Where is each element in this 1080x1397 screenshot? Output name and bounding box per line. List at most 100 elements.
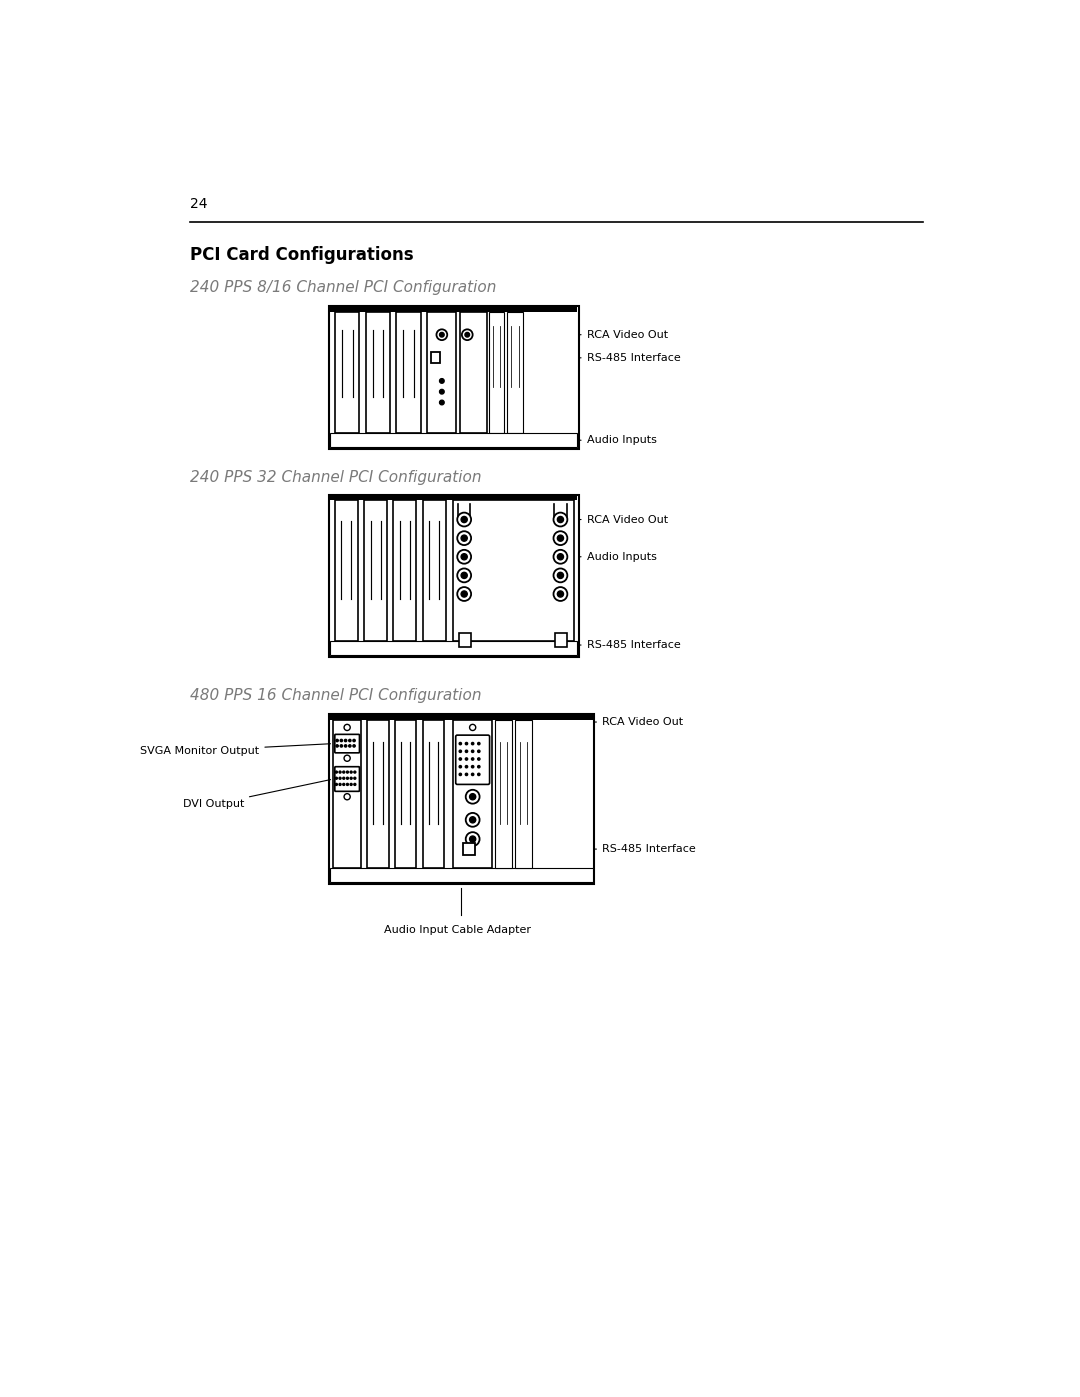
Circle shape xyxy=(339,777,341,780)
Text: 480 PPS 16 Channel PCI Configuration: 480 PPS 16 Channel PCI Configuration xyxy=(190,689,482,704)
Circle shape xyxy=(461,573,468,578)
Circle shape xyxy=(345,739,347,742)
Circle shape xyxy=(470,817,475,823)
Bar xyxy=(508,312,523,433)
Text: 240 PPS 32 Channel PCI Configuration: 240 PPS 32 Channel PCI Configuration xyxy=(190,469,482,485)
Text: PCI Card Configurations: PCI Card Configurations xyxy=(190,246,414,264)
Circle shape xyxy=(345,756,350,761)
Circle shape xyxy=(336,745,338,747)
Circle shape xyxy=(342,777,345,780)
Circle shape xyxy=(345,745,347,747)
Text: RS-485 Interface: RS-485 Interface xyxy=(579,353,680,363)
Circle shape xyxy=(339,771,341,773)
Bar xyxy=(330,306,578,312)
Circle shape xyxy=(459,766,461,768)
Bar xyxy=(459,633,471,647)
Bar xyxy=(422,719,444,869)
Bar xyxy=(422,500,446,641)
Circle shape xyxy=(472,757,474,760)
Bar xyxy=(367,641,384,651)
Circle shape xyxy=(336,739,338,742)
Text: 240 PPS 8/16 Channel PCI Configuration: 240 PPS 8/16 Channel PCI Configuration xyxy=(190,281,497,295)
Circle shape xyxy=(342,771,345,773)
Circle shape xyxy=(457,531,471,545)
Bar xyxy=(555,633,567,647)
Circle shape xyxy=(472,774,474,775)
Circle shape xyxy=(470,835,475,842)
Circle shape xyxy=(477,766,480,768)
Text: Audio Inputs: Audio Inputs xyxy=(579,552,657,562)
Circle shape xyxy=(477,774,480,775)
Bar xyxy=(462,842,475,855)
Circle shape xyxy=(354,777,355,780)
Circle shape xyxy=(465,813,480,827)
Circle shape xyxy=(349,745,351,747)
Circle shape xyxy=(461,535,468,541)
Circle shape xyxy=(349,739,351,742)
Circle shape xyxy=(461,517,468,522)
Circle shape xyxy=(557,573,564,578)
Circle shape xyxy=(354,771,355,773)
Bar xyxy=(454,719,491,869)
Circle shape xyxy=(470,725,475,731)
Text: RCA Video Out: RCA Video Out xyxy=(579,514,667,524)
Circle shape xyxy=(457,550,471,564)
Circle shape xyxy=(465,742,468,745)
Circle shape xyxy=(465,750,468,753)
Circle shape xyxy=(342,784,345,785)
Circle shape xyxy=(457,569,471,583)
Bar xyxy=(400,433,418,443)
Bar xyxy=(338,641,355,651)
Circle shape xyxy=(459,774,461,775)
Bar xyxy=(366,312,390,433)
Bar xyxy=(364,500,387,641)
Circle shape xyxy=(440,332,444,337)
Circle shape xyxy=(465,789,480,803)
Circle shape xyxy=(353,745,355,747)
Text: RCA Video Out: RCA Video Out xyxy=(579,330,667,339)
FancyBboxPatch shape xyxy=(335,735,360,753)
Circle shape xyxy=(457,513,471,527)
Text: SVGA Monitor Output: SVGA Monitor Output xyxy=(140,743,330,756)
Bar xyxy=(454,500,575,641)
Bar xyxy=(395,719,417,869)
Bar xyxy=(489,312,504,433)
Circle shape xyxy=(477,742,480,745)
Bar xyxy=(495,719,512,869)
Bar xyxy=(431,352,441,363)
Bar xyxy=(330,495,578,500)
Circle shape xyxy=(465,332,470,337)
Circle shape xyxy=(477,750,480,753)
Circle shape xyxy=(465,757,468,760)
Circle shape xyxy=(350,771,352,773)
Circle shape xyxy=(554,513,567,527)
Circle shape xyxy=(557,553,564,560)
Circle shape xyxy=(557,591,564,597)
Bar xyxy=(370,869,386,877)
Circle shape xyxy=(465,774,468,775)
Bar xyxy=(330,714,593,719)
Bar xyxy=(330,641,578,655)
Circle shape xyxy=(345,793,350,800)
Circle shape xyxy=(557,517,564,522)
FancyBboxPatch shape xyxy=(335,767,360,791)
Bar xyxy=(460,312,486,433)
Circle shape xyxy=(440,379,444,383)
Bar xyxy=(336,869,357,877)
Bar xyxy=(367,719,389,869)
Circle shape xyxy=(470,793,475,800)
Circle shape xyxy=(436,330,447,339)
Circle shape xyxy=(440,400,444,405)
Circle shape xyxy=(345,725,350,731)
Text: Audio Inputs: Audio Inputs xyxy=(579,436,657,446)
Circle shape xyxy=(440,390,444,394)
Bar xyxy=(515,719,532,869)
Circle shape xyxy=(347,777,349,780)
Circle shape xyxy=(462,330,473,339)
Circle shape xyxy=(554,531,567,545)
Bar xyxy=(335,312,360,433)
Circle shape xyxy=(465,833,480,847)
Bar xyxy=(428,312,457,433)
Circle shape xyxy=(459,742,461,745)
Circle shape xyxy=(340,745,342,747)
